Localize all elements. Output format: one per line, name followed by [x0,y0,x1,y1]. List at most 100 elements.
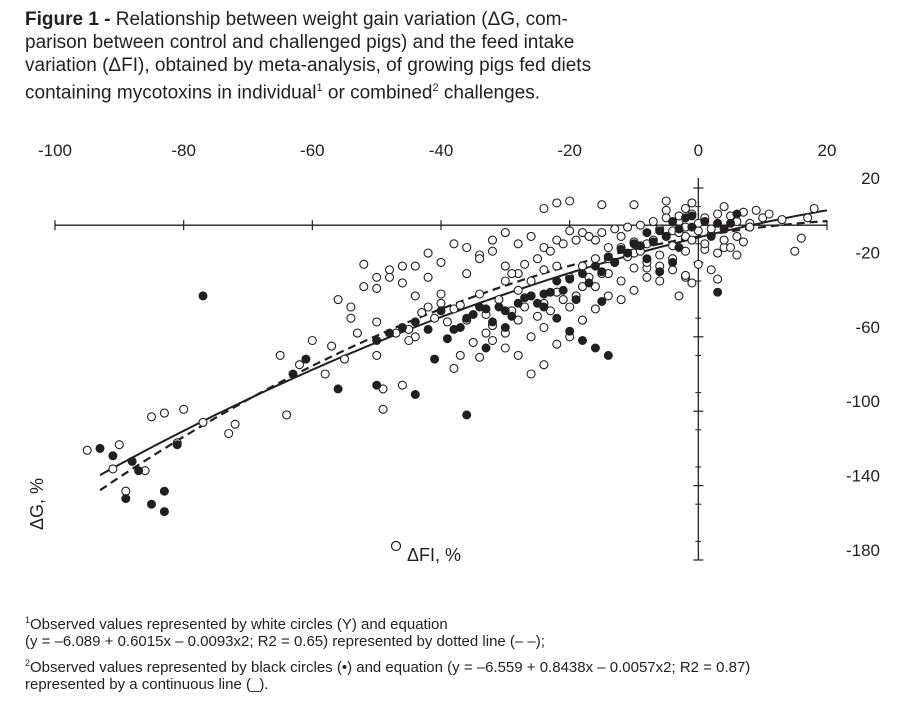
y-tick-label: -20 [855,243,880,262]
white-circle-point [507,269,517,279]
caption-text-1: Relationship between weight gain variati… [110,9,568,30]
black-circle-point [397,323,407,332]
black-circle-point [687,222,697,232]
white-circle-point [282,410,292,420]
x-tick-label: -40 [429,141,454,160]
footnote-1-line-1: Observed values represented by white cir… [30,616,448,633]
black-circle-point [578,336,587,345]
black-circle-point [706,231,716,241]
black-circle-point [159,507,169,517]
white-circle-point [616,295,626,305]
white-circle-point [539,322,549,333]
white-circle-point [487,335,498,346]
white-circle-point [378,404,388,414]
white-circle-point [410,291,420,301]
white-circle-point [693,259,703,269]
white-circle-point [475,289,485,299]
black-circle-point [301,354,311,364]
black-circle-point [372,336,382,345]
caption-text-4c: challenges. [438,82,540,104]
white-circle-point [713,209,723,219]
white-circle-point [346,302,356,312]
white-circle-point [713,248,723,258]
white-circle-point [275,350,285,360]
black-circle-point [481,343,491,353]
fit-curves [99,209,828,492]
footnote-1-sup: 1 [25,615,31,625]
white-circle-point [397,278,407,288]
black-circle-point [552,276,562,286]
white-circle-point [603,291,613,301]
white-circle-point [558,239,568,249]
white-circle-point [449,239,459,249]
white-circle-point [552,339,562,349]
white-circle-point [616,231,626,241]
white-circle-point [352,328,362,338]
black-circle-point [732,209,742,219]
white-circle-point [655,250,665,260]
white-circle-point [687,198,697,208]
white-circle-point [442,317,452,327]
white-circle-point [539,360,549,370]
footnote-2: 2Observed values represented by black ci… [25,655,905,693]
white-circle-point [487,235,498,245]
white-circle-point [539,203,549,214]
black-circle-point [571,295,581,305]
black-circle-point [565,274,575,284]
white-circle-point [82,445,92,455]
black-circle-point [565,326,575,336]
black-circle-point [127,456,137,466]
black-circle-point [642,254,652,264]
white-circle-point [803,213,813,223]
black-circle-point [507,311,517,321]
white-circle-point [661,205,671,215]
black-circle-point [713,218,723,228]
black-circle-point [410,317,420,327]
black-circle-point [674,224,684,234]
black-circle-point [629,239,639,249]
black-circle-point [584,278,594,288]
white-circle-point [500,261,510,271]
white-circle-point [198,417,208,427]
white-circle-point [764,209,774,219]
white-circle-point [539,265,549,275]
black-circle-point [423,324,433,334]
black-circle-point [108,451,118,461]
white-circle-point [423,248,433,258]
black-circle-point [430,354,440,364]
tick-labels: -100 -80 -60 -40 -20 0 20 20 -20 -60 -100 -140 -180 [38,141,880,560]
white-circle-point [623,222,633,232]
black-circle-point [603,252,613,262]
white-circle-point [513,350,523,360]
white-circle-point [597,200,607,210]
black-circle-point [159,486,169,496]
x-axis-title-marker [390,540,402,552]
white-circle-point [397,380,407,390]
black-circle-point [436,306,446,316]
black-circle-point [333,384,343,394]
white-circle-point [410,261,420,271]
white-circle-point [655,276,665,286]
black-circle-point [713,287,723,297]
black-circle-point [500,323,510,332]
white-circle-point [565,302,575,312]
y-tick-label: -140 [846,467,880,486]
white-circle-point [346,313,356,323]
white-circle-point [224,428,234,439]
white-circle-point [532,254,543,264]
white-circle-point [339,354,350,364]
white-circle-point [777,215,787,225]
white-circle-point [629,285,639,295]
footnote-1: 1Observed values represented by white ci… [25,612,905,650]
white-circle-point [487,246,498,256]
white-circle-point [629,200,639,210]
white-circle-point [475,352,485,362]
white-circle-point [455,350,465,360]
black-circle-point [488,317,497,327]
black-circle-point [616,244,626,254]
black-circle-point [198,291,208,301]
caption-text-4a: containing mycotoxins in individual [25,82,317,104]
black-circle-point [655,226,665,236]
white-circle-point [333,295,343,305]
black-circle-point [462,410,472,420]
